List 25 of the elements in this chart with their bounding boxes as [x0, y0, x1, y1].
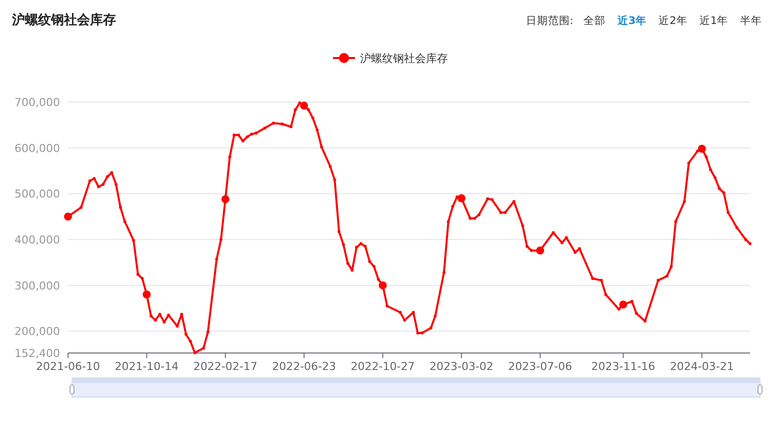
- text: 日期范围:: [526, 14, 574, 27]
- y-tick-label: 700,000: [14, 96, 60, 109]
- legend: 沪螺纹钢社会库存: [333, 52, 448, 65]
- text: 全部: [583, 14, 606, 27]
- y-tick-label: 152,400: [14, 347, 60, 360]
- text: 近1年: [699, 14, 728, 27]
- x-tick-label: 2021-10-14: [114, 360, 179, 373]
- y-tick-label: 300,000: [14, 279, 60, 292]
- y-tick-label: 500,000: [14, 188, 60, 201]
- x-tick-label: 2023-07-06: [508, 360, 572, 373]
- legend-label: 沪螺纹钢社会库存: [360, 52, 448, 65]
- text: 近3年: [616, 14, 647, 27]
- x-tick-label: 2022-02-17: [193, 360, 258, 373]
- y-tick-label: 400,000: [14, 234, 60, 247]
- chart-title: 沪螺纹钢社会库存: [11, 12, 116, 28]
- y-tick-label: 200,000: [14, 325, 60, 338]
- x-tick-label: 2021-06-10: [36, 360, 100, 373]
- x-tick-label: 2023-03-02: [429, 360, 494, 373]
- text: 半年: [740, 14, 762, 27]
- x-tick-label: 2024-03-21: [670, 360, 734, 373]
- x-tick-label: 2022-10-27: [350, 360, 415, 373]
- x-tick-label: 2023-11-16: [591, 360, 656, 373]
- y-tick-label: 600,000: [14, 142, 60, 155]
- x-tick-label: 2022-06-23: [272, 360, 336, 373]
- text: 近2年: [658, 14, 688, 27]
